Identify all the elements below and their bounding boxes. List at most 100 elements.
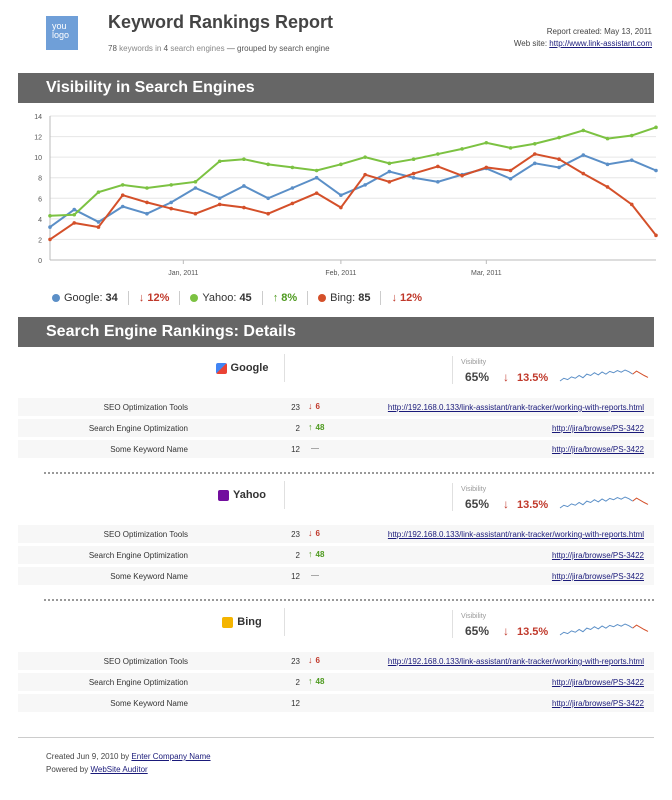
bing-data-point <box>72 221 77 225</box>
report-title: Keyword Rankings Report <box>108 12 334 32</box>
yahoo-series-line <box>49 126 657 217</box>
down-arrow-icon: ↓ <box>391 292 397 304</box>
google-data-point <box>145 211 149 216</box>
y-tick-label: 2 <box>38 237 42 244</box>
keyword-row: Some Keyword Name 12 — http://jira/browse/P… <box>18 440 654 458</box>
bing-data-point <box>605 185 610 189</box>
keyword-row: Search Engine Optimization 2 ↑ 48 http://jir… <box>18 546 654 564</box>
yahoo-data-point <box>654 125 658 130</box>
position-delta: 48 <box>315 550 325 559</box>
legend-yahoo-value: 45 <box>239 292 252 304</box>
keyword-position: 2 <box>295 551 300 560</box>
website-auditor-link[interactable]: WebSite Auditor <box>90 765 148 774</box>
website-line: Web site: http://www.link-assistant.com <box>514 38 652 50</box>
bing-data-point <box>629 202 634 207</box>
google-data-point <box>96 220 101 224</box>
position-delta: — <box>311 571 319 580</box>
google-data-point <box>242 184 246 188</box>
sparkline-rise <box>559 369 633 382</box>
bing-data-point <box>169 206 173 211</box>
up-arrow-icon: ↑ <box>272 292 279 304</box>
ranking-url-link[interactable]: http://jira/browse/PS-3422 <box>551 424 644 433</box>
yahoo-data-point <box>460 147 464 151</box>
visibility-sparkline <box>559 623 649 636</box>
section-divider <box>44 599 654 601</box>
position-delta: 6 <box>315 402 320 411</box>
footer-divider <box>18 737 654 738</box>
visibility-label: Visibility <box>461 613 487 620</box>
website-link[interactable]: http://www.link-assistant.com <box>549 39 652 48</box>
ranking-url-link[interactable]: http://jira/browse/PS-3422 <box>551 678 644 687</box>
legend-bing-name: Bing: <box>330 292 356 304</box>
bing-data-point <box>290 201 295 206</box>
y-tick-label: 14 <box>34 114 42 121</box>
yahoo-data-point <box>290 165 295 170</box>
bing-data-point <box>242 205 246 210</box>
google-data-point <box>217 196 222 201</box>
position-delta: 6 <box>315 529 320 538</box>
yahoo-data-point <box>387 161 392 166</box>
keyword-row: Search Engine Optimization 2 ↑ 48 http://jir… <box>18 419 654 437</box>
ranking-url-link[interactable]: http://jira/browse/PS-3422 <box>551 699 644 708</box>
x-tick-label: Feb, 2011 <box>325 270 356 277</box>
ranking-url-link[interactable]: http://jira/browse/PS-3422 <box>551 445 644 454</box>
position-change: ↑ 48 <box>308 676 332 686</box>
visibility-summary: Visibility 65% ↓ 13.5% <box>452 483 655 511</box>
yahoo-data-point <box>581 128 586 133</box>
yahoo-data-point <box>96 190 101 194</box>
google-data-point <box>581 153 586 157</box>
report-subtitle: 78 keywords in 4 search engines — groupe… <box>108 44 330 53</box>
website-label: Web site: <box>513 39 548 48</box>
bing-series-line <box>49 152 657 241</box>
google-data-point <box>290 186 295 190</box>
google-data-point <box>48 225 52 229</box>
ranking-url-link[interactable]: http://192.168.0.133/link-assistant/rank… <box>387 403 644 412</box>
bing-data-point <box>48 237 52 242</box>
ranking-url-link[interactable]: http://192.168.0.133/link-assistant/rank… <box>387 530 644 539</box>
keyword-position: 23 <box>291 530 300 539</box>
y-tick-label: 12 <box>34 135 42 142</box>
legend-yahoo-name: Yahoo: <box>202 292 237 304</box>
ranking-url-link[interactable]: http://jira/browse/PS-3422 <box>551 551 644 560</box>
footer-powered-text: Powered by <box>46 765 89 774</box>
keyword-name: SEO Optimization Tools <box>103 657 188 666</box>
google-data-point <box>629 158 634 163</box>
sparkline-drop <box>632 370 649 378</box>
keyword-name: Some Keyword Name <box>110 699 188 708</box>
position-change: — <box>308 443 332 453</box>
visibility-change: 13.5% <box>517 372 549 384</box>
yahoo-data-point <box>145 186 149 190</box>
yahoo-data-point <box>557 135 561 140</box>
company-name-link[interactable]: Enter Company Name <box>131 752 211 761</box>
position-change: ↓ 6 <box>308 655 332 665</box>
yahoo-data-point <box>363 155 367 159</box>
position-delta: 6 <box>315 656 320 665</box>
down-arrow-icon: ↓ <box>308 655 313 665</box>
logo-text-line2: logo <box>52 30 70 40</box>
bing-data-point <box>508 168 513 173</box>
legend-google: Google: 34 ↓ 12% <box>52 291 169 305</box>
down-arrow-icon: ↓ <box>138 292 145 304</box>
keyword-row: Some Keyword Name 12 http://jira/browse/PS… <box>18 694 654 712</box>
y-tick-label: 0 <box>38 258 42 265</box>
keyword-row: SEO Optimization Tools 23 ↓ 6 http://192.168… <box>18 652 654 670</box>
legend-separator <box>179 291 181 305</box>
google-data-point <box>120 204 125 209</box>
keyword-name: SEO Optimization Tools <box>103 530 188 539</box>
visibility-change: 13.5% <box>517 626 549 638</box>
legend-yahoo: Yahoo: 45 ↑ 8% <box>190 291 297 305</box>
ranking-url-link[interactable]: http://192.168.0.133/link-assistant/rank… <box>387 657 644 666</box>
position-change: — <box>308 570 332 580</box>
yahoo-data-point <box>193 180 198 184</box>
visibility-sparkline <box>559 369 649 382</box>
yahoo-data-point <box>217 159 222 164</box>
up-arrow-icon: ↑ <box>308 422 313 432</box>
legend-separator <box>307 291 309 305</box>
legend-separator <box>261 291 263 305</box>
legend-separator <box>127 291 129 305</box>
ranking-url-link[interactable]: http://jira/browse/PS-3422 <box>551 572 644 581</box>
bing-data-point <box>557 157 561 161</box>
y-tick-label: 10 <box>34 155 42 162</box>
keyword-row: Some Keyword Name 12 — http://jira/browse/P… <box>18 567 654 585</box>
bing-icon <box>222 616 234 628</box>
